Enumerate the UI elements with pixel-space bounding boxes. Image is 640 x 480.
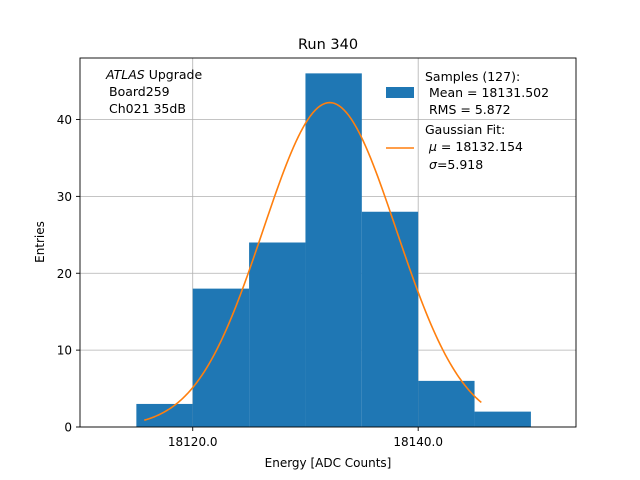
y-tick-label-1: 10 bbox=[57, 344, 72, 358]
axis-ticks: 18120.0 18140.0 0 10 20 30 40 bbox=[57, 113, 443, 449]
chart-title: Run 340 bbox=[298, 37, 358, 53]
legend-sigma-symbol: σ bbox=[429, 157, 438, 172]
y-tick-label-3: 30 bbox=[57, 190, 72, 204]
histogram-bars bbox=[136, 73, 531, 427]
annotation-line-1: ATLAS Upgrade bbox=[105, 67, 202, 82]
legend-fit-title: Gaussian Fit: bbox=[425, 122, 505, 137]
histogram-bar-4 bbox=[361, 211, 419, 427]
x-tick-label-0: 18120.0 bbox=[168, 435, 218, 449]
annotation-board: Board259 bbox=[109, 84, 170, 99]
annotation-upgrade: Upgrade bbox=[145, 67, 203, 82]
y-axis-label: Entries bbox=[33, 221, 47, 263]
legend-sigma-value: =5.918 bbox=[437, 157, 483, 172]
x-tick-label-1: 18140.0 bbox=[393, 435, 443, 449]
histogram-bar-5 bbox=[418, 380, 475, 427]
legend-samples-mean: Mean = 18131.502 bbox=[429, 85, 549, 100]
histogram-bar-1 bbox=[192, 288, 250, 427]
x-axis-label: Energy [ADC Counts] bbox=[265, 456, 392, 470]
gaussian-fit-curve bbox=[144, 101, 482, 421]
axes-frame bbox=[79, 57, 577, 428]
histogram-bar-3 bbox=[305, 73, 362, 427]
legend-fit-sigma: σ=5.918 bbox=[429, 157, 483, 172]
fit-curve-layer bbox=[144, 101, 482, 421]
histogram-bar-0 bbox=[136, 403, 193, 427]
legend-samples-rms: RMS = 5.872 bbox=[429, 102, 511, 117]
legend-samples-title: Samples (127): bbox=[425, 69, 520, 84]
annotation-channel: Ch021 35dB bbox=[109, 101, 186, 116]
histogram-bar-6 bbox=[474, 411, 531, 427]
y-tick-label-0: 0 bbox=[64, 421, 72, 435]
histogram-bar-2 bbox=[249, 242, 306, 427]
legend-mu-value: = 18132.154 bbox=[437, 139, 523, 154]
annotation-atlas: ATLAS bbox=[105, 67, 145, 82]
legend-swatch-samples bbox=[386, 87, 414, 98]
legend-mu-symbol: μ bbox=[428, 139, 437, 154]
y-tick-label-4: 40 bbox=[57, 113, 72, 127]
legend-fit-mu: μ = 18132.154 bbox=[428, 139, 523, 154]
y-tick-label-2: 20 bbox=[57, 267, 72, 281]
legend: Samples (127): Mean = 18131.502 RMS = 5.… bbox=[386, 69, 549, 172]
detector-annotation: ATLAS Upgrade Board259 Ch021 35dB bbox=[105, 67, 202, 116]
